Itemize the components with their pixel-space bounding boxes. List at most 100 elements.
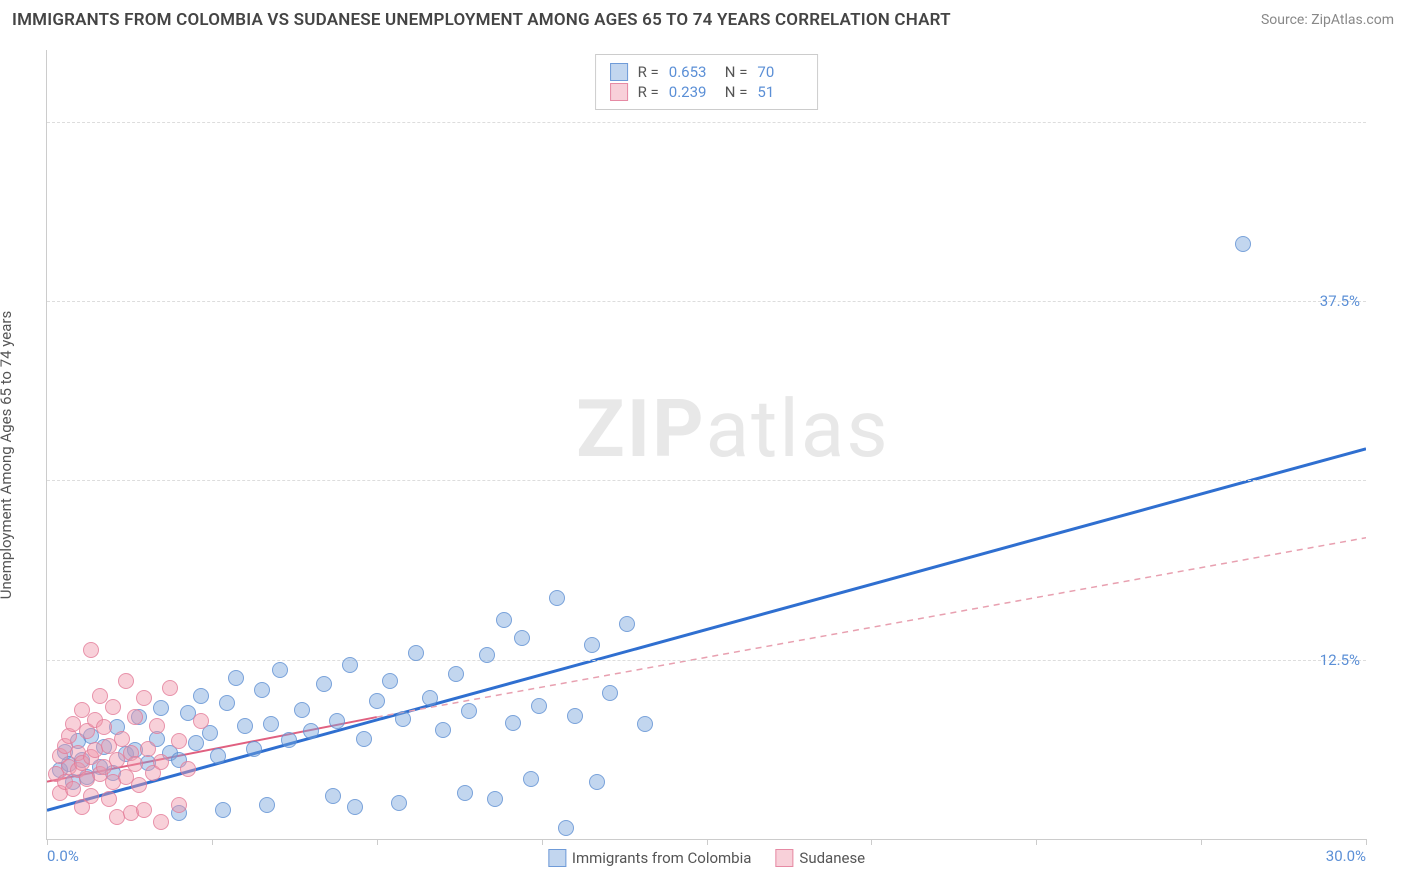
data-point-colombia bbox=[237, 718, 253, 734]
x-tick bbox=[1366, 839, 1367, 845]
data-point-colombia bbox=[347, 799, 363, 815]
legend-swatch-sudanese bbox=[775, 849, 793, 867]
data-point-colombia bbox=[457, 785, 473, 801]
data-point-sudanese bbox=[193, 713, 209, 729]
data-point-sudanese bbox=[74, 799, 90, 815]
data-point-sudanese bbox=[162, 680, 178, 696]
data-point-colombia bbox=[210, 748, 226, 764]
chart-title: IMMIGRANTS FROM COLOMBIA VS SUDANESE UNE… bbox=[12, 10, 951, 30]
data-point-sudanese bbox=[140, 741, 156, 757]
data-point-colombia bbox=[272, 662, 288, 678]
trendline bbox=[377, 538, 1366, 717]
data-point-colombia bbox=[254, 682, 270, 698]
swatch-colombia bbox=[610, 63, 628, 81]
x-tick bbox=[47, 839, 48, 845]
x-tick-label: 0.0% bbox=[47, 847, 79, 865]
data-point-sudanese bbox=[149, 718, 165, 734]
data-point-colombia bbox=[329, 713, 345, 729]
data-point-colombia bbox=[294, 702, 310, 718]
data-point-sudanese bbox=[114, 731, 130, 747]
data-point-sudanese bbox=[171, 733, 187, 749]
data-point-sudanese bbox=[171, 797, 187, 813]
data-point-colombia bbox=[422, 690, 438, 706]
data-point-colombia bbox=[589, 774, 605, 790]
legend-item-sudanese: Sudanese bbox=[775, 849, 865, 867]
data-point-sudanese bbox=[118, 673, 134, 689]
x-tick bbox=[377, 839, 378, 845]
x-tick bbox=[707, 839, 708, 845]
data-point-colombia bbox=[549, 590, 565, 606]
data-point-sudanese bbox=[92, 688, 108, 704]
data-point-colombia bbox=[342, 657, 358, 673]
gridline bbox=[47, 122, 1366, 123]
swatch-sudanese bbox=[610, 83, 628, 101]
gridline bbox=[47, 301, 1366, 302]
data-point-sudanese bbox=[153, 754, 169, 770]
data-point-sudanese bbox=[127, 756, 143, 772]
data-point-colombia bbox=[558, 820, 574, 836]
data-point-sudanese bbox=[83, 642, 99, 658]
data-point-colombia bbox=[567, 708, 583, 724]
stats-row-sudanese: R = 0.239 N = 51 bbox=[610, 83, 804, 101]
header: IMMIGRANTS FROM COLOMBIA VS SUDANESE UNE… bbox=[12, 10, 1394, 30]
data-point-colombia bbox=[461, 703, 477, 719]
data-point-colombia bbox=[487, 791, 503, 807]
data-point-sudanese bbox=[153, 814, 169, 830]
data-point-colombia bbox=[153, 700, 169, 716]
legend-swatch-colombia bbox=[548, 849, 566, 867]
x-tick bbox=[542, 839, 543, 845]
data-point-colombia bbox=[215, 802, 231, 818]
data-point-sudanese bbox=[105, 699, 121, 715]
data-point-colombia bbox=[303, 723, 319, 739]
data-point-colombia bbox=[325, 788, 341, 804]
data-point-colombia bbox=[514, 630, 530, 646]
legend-item-colombia: Immigrants from Colombia bbox=[548, 849, 752, 867]
trendline bbox=[47, 449, 1366, 811]
data-point-sudanese bbox=[136, 802, 152, 818]
x-tick-label: 30.0% bbox=[1326, 847, 1366, 865]
gridline bbox=[47, 660, 1366, 661]
x-tick bbox=[212, 839, 213, 845]
data-point-sudanese bbox=[136, 690, 152, 706]
y-tick-label: 37.5% bbox=[1320, 292, 1360, 310]
x-tick bbox=[1036, 839, 1037, 845]
data-point-sudanese bbox=[131, 777, 147, 793]
watermark: ZIPatlas bbox=[576, 382, 889, 476]
data-point-colombia bbox=[479, 647, 495, 663]
data-point-colombia bbox=[435, 722, 451, 738]
data-point-colombia bbox=[369, 693, 385, 709]
data-point-colombia bbox=[1235, 236, 1251, 252]
x-tick bbox=[1201, 839, 1202, 845]
data-point-colombia bbox=[408, 645, 424, 661]
data-point-colombia bbox=[281, 732, 297, 748]
data-point-colombia bbox=[496, 612, 512, 628]
data-point-colombia bbox=[505, 715, 521, 731]
legend: Immigrants from Colombia Sudanese bbox=[548, 849, 865, 867]
data-point-colombia bbox=[619, 616, 635, 632]
data-point-colombia bbox=[523, 771, 539, 787]
correlation-stats-box: R = 0.653 N = 70 R = 0.239 N = 51 bbox=[595, 54, 819, 110]
scatter-plot-area: ZIPatlas R = 0.653 N = 70 R = 0.239 N = … bbox=[46, 50, 1366, 840]
data-point-colombia bbox=[228, 670, 244, 686]
y-axis-label: Unemployment Among Ages 65 to 74 years bbox=[0, 311, 15, 599]
data-point-colombia bbox=[395, 711, 411, 727]
data-point-colombia bbox=[356, 731, 372, 747]
data-point-colombia bbox=[219, 695, 235, 711]
data-point-colombia bbox=[246, 741, 262, 757]
data-point-sudanese bbox=[101, 791, 117, 807]
data-point-sudanese bbox=[127, 709, 143, 725]
data-point-colombia bbox=[531, 698, 547, 714]
data-point-sudanese bbox=[180, 761, 196, 777]
source-attribution: Source: ZipAtlas.com bbox=[1261, 12, 1394, 28]
gridline bbox=[47, 480, 1366, 481]
y-tick-label: 12.5% bbox=[1320, 651, 1360, 669]
stats-row-colombia: R = 0.653 N = 70 bbox=[610, 63, 804, 81]
data-point-colombia bbox=[391, 795, 407, 811]
data-point-colombia bbox=[602, 685, 618, 701]
data-point-colombia bbox=[382, 673, 398, 689]
data-point-colombia bbox=[259, 797, 275, 813]
data-point-colombia bbox=[193, 688, 209, 704]
data-point-colombia bbox=[316, 676, 332, 692]
data-point-colombia bbox=[637, 716, 653, 732]
data-point-colombia bbox=[448, 666, 464, 682]
